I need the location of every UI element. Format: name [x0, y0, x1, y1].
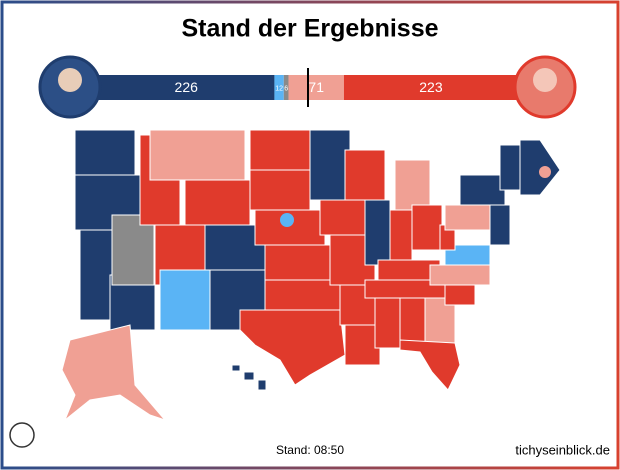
segment-label: 71: [308, 79, 324, 95]
state: [239, 309, 346, 386]
us-map: [61, 129, 561, 422]
state: [389, 209, 413, 261]
segment-label: 6: [284, 85, 288, 92]
segment-label: 223: [419, 79, 443, 95]
state: [429, 264, 491, 286]
bar-segment: [283, 75, 289, 100]
state: [444, 244, 491, 266]
state: [364, 199, 391, 266]
state: [444, 284, 476, 306]
state: [309, 129, 351, 201]
state: [489, 204, 511, 246]
state: [184, 179, 251, 226]
state: [344, 324, 381, 366]
state: [264, 279, 341, 311]
state: [264, 244, 336, 281]
state: [243, 371, 255, 381]
state: [249, 169, 311, 211]
timestamp: Stand: 08:50: [276, 443, 344, 457]
state: [399, 297, 426, 349]
result-bar: 226 12 6 71 223: [98, 68, 518, 107]
state: [231, 364, 241, 372]
segment-label: 12: [275, 85, 283, 92]
state: [111, 214, 155, 286]
source: tichyseinblick.de: [515, 442, 610, 457]
state: [411, 204, 443, 251]
portrait-face: [533, 68, 557, 92]
bar-segment: [343, 75, 518, 100]
logo: [9, 422, 35, 448]
bar-segment: [274, 75, 284, 100]
segment-label: 226: [175, 79, 199, 95]
state: [519, 139, 561, 196]
portrait-face: [58, 68, 82, 92]
state: [399, 339, 461, 391]
state: [394, 159, 431, 211]
bar-segment: [98, 75, 275, 100]
state: [249, 129, 311, 171]
state: [459, 174, 506, 206]
state: [344, 149, 386, 201]
state: [149, 129, 246, 181]
title: Stand der Ergebnisse: [181, 15, 438, 43]
state: [280, 213, 294, 227]
state: [61, 324, 167, 422]
state: [499, 144, 521, 191]
state: [539, 166, 551, 178]
bar-segment: [288, 75, 344, 100]
state: [257, 379, 267, 391]
state: [319, 199, 366, 236]
state: [374, 297, 401, 349]
state: [74, 129, 136, 176]
state: [159, 269, 211, 331]
state: [444, 204, 491, 231]
